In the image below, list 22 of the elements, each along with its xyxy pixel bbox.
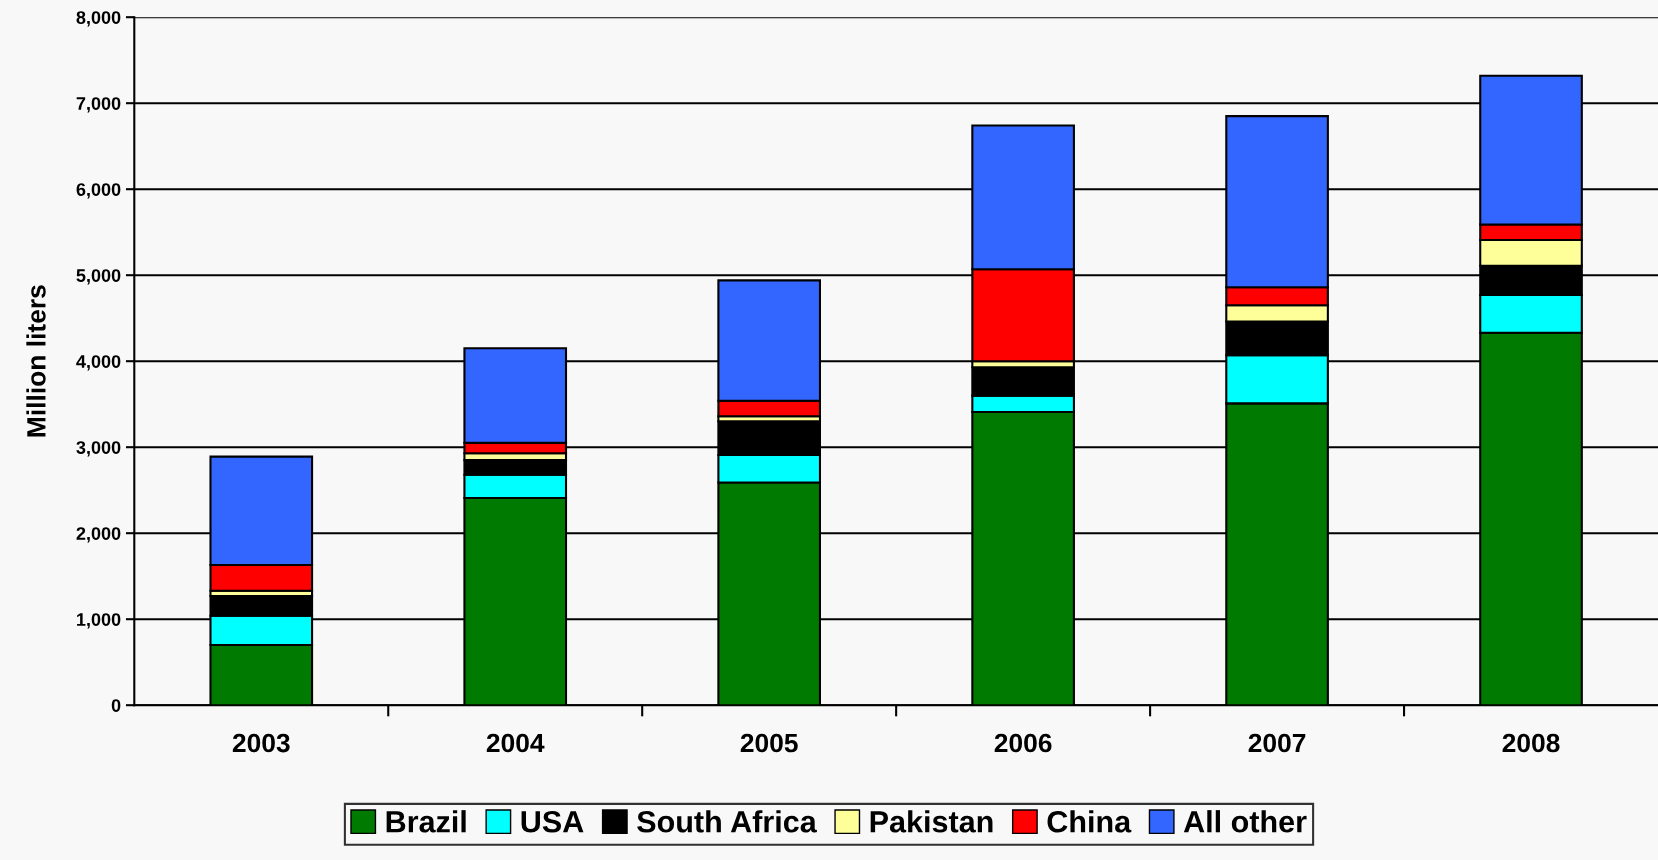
- y-tick-label: 0: [111, 699, 121, 712]
- y-tick-label: 1,000: [77, 613, 121, 629]
- x-tick-label: 2003: [232, 733, 290, 753]
- x-tick-label: 2004: [486, 733, 545, 753]
- y-tick-label: 4,000: [76, 355, 121, 371]
- y-tick-label: 2,000: [76, 527, 121, 543]
- y-axis-title: Million liters: [26, 285, 46, 437]
- x-tick-label: 2007: [1248, 733, 1306, 753]
- y-tick-label: 7,000: [76, 97, 121, 113]
- y-tick-label: 8,000: [76, 11, 121, 27]
- legend-label: USA: [521, 810, 584, 833]
- legend-label: China: [1047, 810, 1132, 833]
- x-tick-label: 2006: [994, 733, 1052, 753]
- legend-label: Brazil: [386, 810, 466, 833]
- x-tick-label: 2005: [740, 733, 798, 753]
- y-tick-label: 6,000: [76, 183, 121, 199]
- legend-label: South Africa: [637, 810, 817, 833]
- x-tick-label: 2008: [1502, 733, 1560, 753]
- legend-label: All other: [1183, 810, 1307, 833]
- y-tick-label: 5,000: [76, 269, 121, 285]
- legend-label: Pakistan: [870, 810, 993, 833]
- y-tick-label: 3,000: [76, 441, 121, 457]
